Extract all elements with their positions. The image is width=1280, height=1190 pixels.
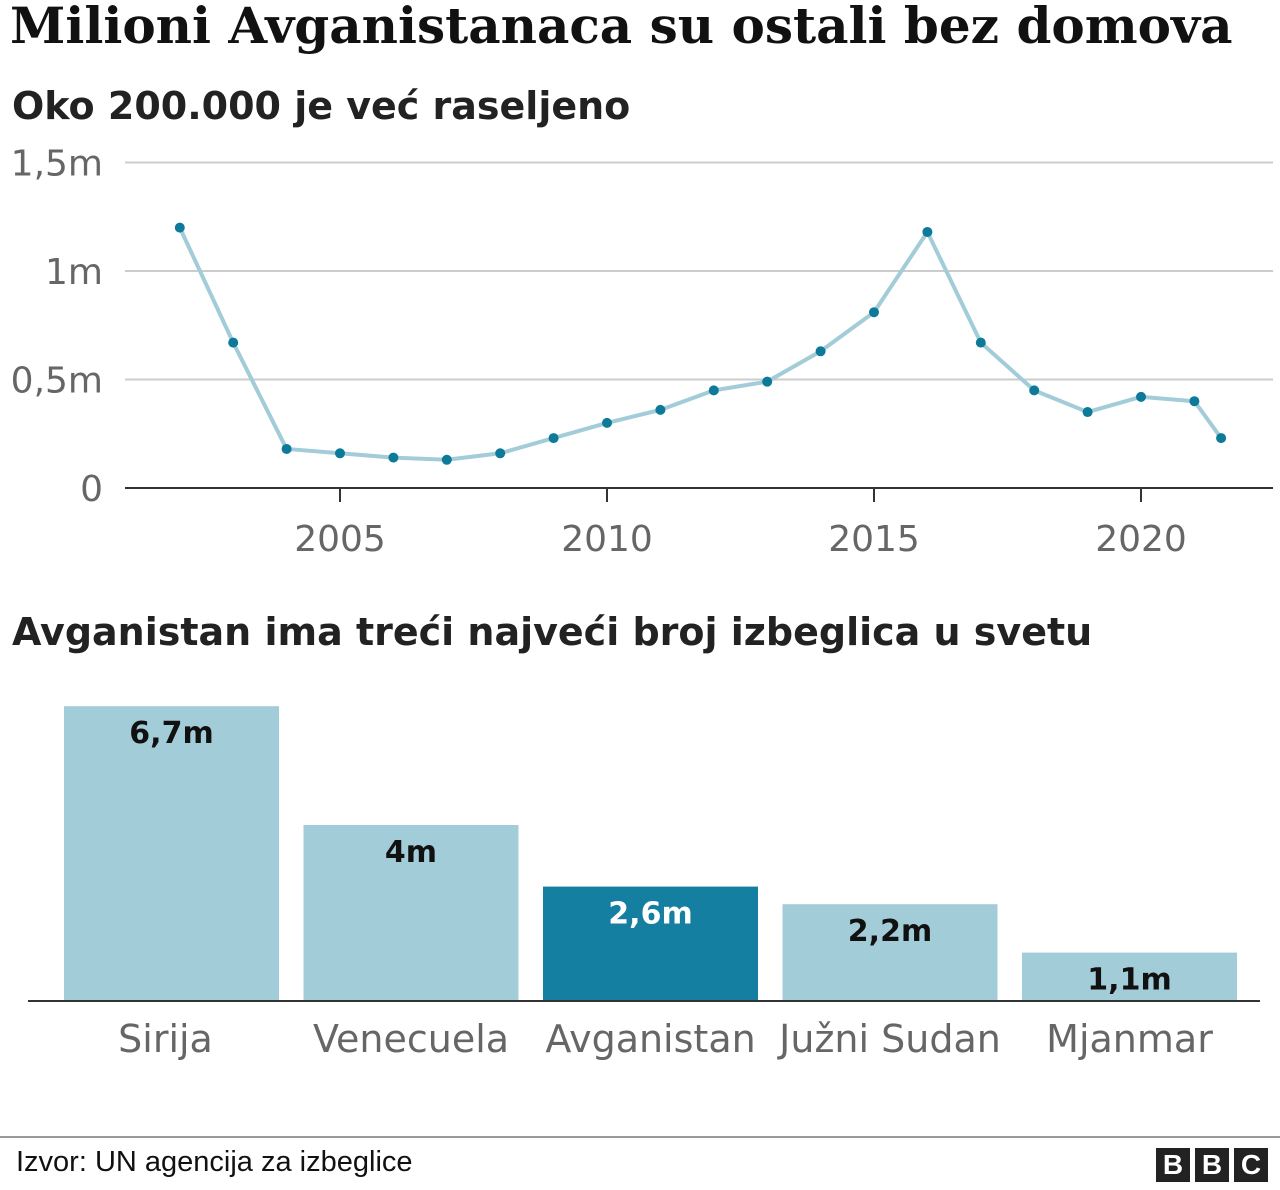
y-tick-label: 0 (80, 469, 103, 510)
data-point (1082, 407, 1093, 418)
category-label: Sirija (118, 1017, 213, 1061)
y-tick-label: 0,5m (11, 361, 103, 402)
series-line (177, 226, 1223, 462)
data-point (495, 448, 506, 459)
chart-title: Milioni Avganistanaca su ostali bez domo… (10, 0, 1233, 55)
data-point (922, 226, 933, 237)
charts-svg: 0 0,5m 1m 1,5m 2005 2010 2015 2020 6,7m Sirija 4m V… (11, 144, 1273, 1061)
data-point (228, 337, 239, 348)
data-point (388, 452, 399, 463)
data-point (869, 307, 879, 318)
data-point (975, 337, 986, 348)
data-point (1029, 385, 1040, 396)
data-point (1189, 396, 1200, 407)
data-point (602, 417, 612, 428)
data-point (174, 222, 185, 233)
bar-value-label: 2,6m (608, 897, 692, 932)
data-point (335, 448, 345, 459)
footer-divider (0, 1136, 1280, 1138)
bar-value-label: 2,2m (848, 914, 932, 949)
data-point (281, 443, 292, 454)
data-point (441, 454, 452, 465)
data-point (1136, 391, 1146, 402)
source-note: Izvor: UN agencija za izbeglice (16, 1146, 413, 1178)
bar (64, 706, 279, 1001)
bar (782, 904, 998, 1001)
x-tick-label: 2005 (294, 519, 386, 560)
y-tick-label: 1m (45, 252, 103, 293)
y-tick-label: 1,5m (11, 144, 103, 185)
bar-value-label: 6,7m (129, 716, 213, 751)
category-label: Južni Sudan (777, 1017, 1001, 1061)
x-tick-label: 2020 (1095, 519, 1187, 560)
data-point (548, 433, 559, 444)
bar-chart-title: Avganistan ima treći najveći broj izbegl… (12, 610, 1093, 654)
data-point (1216, 433, 1227, 444)
line-chart-title: Oko 200.000 je već raseljeno (12, 84, 631, 128)
category-label: Avganistan (545, 1017, 755, 1061)
bar (543, 886, 758, 1001)
bar-value-label: 1,1m (1087, 963, 1171, 998)
bar-value-label: 4m (385, 835, 437, 870)
category-label: Venecuela (313, 1017, 509, 1061)
bar (303, 825, 519, 1001)
data-point (762, 376, 773, 387)
data-point (708, 385, 719, 396)
data-point (815, 346, 826, 357)
category-label: Mjanmar (1046, 1017, 1213, 1061)
x-tick-label: 2015 (828, 519, 920, 560)
x-tick-label: 2010 (561, 519, 653, 560)
bar (1022, 952, 1237, 1001)
data-point (655, 404, 666, 415)
